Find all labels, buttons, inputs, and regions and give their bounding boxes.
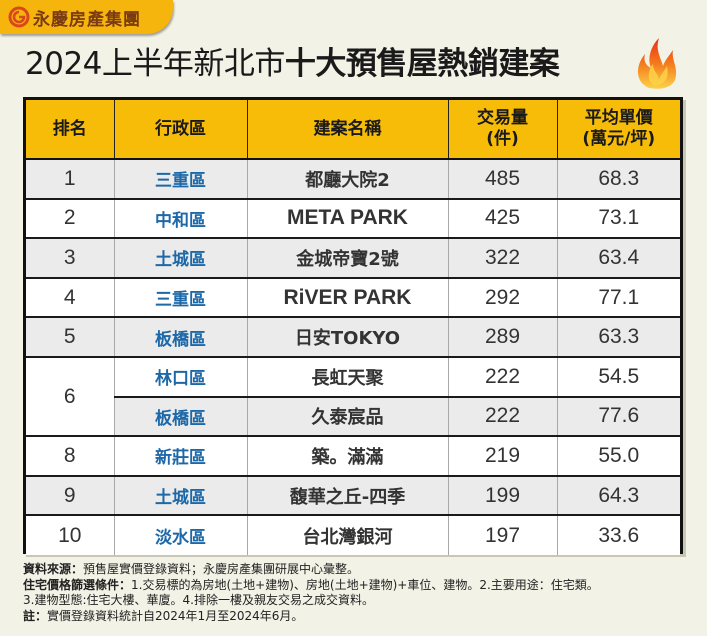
district-cell: 板橋區 bbox=[113, 395, 248, 437]
volume-cell: 199 bbox=[447, 474, 558, 516]
price-cell: 33.6 bbox=[556, 514, 680, 555]
col-header-project: 建案名稱 bbox=[246, 100, 449, 160]
page-title: 2024上半年新北市十大預售屋熱銷建案 bbox=[25, 42, 560, 86]
table-row: 4 三重區 RiVER PARK 292 77.1 bbox=[26, 276, 680, 318]
volume-cell: 219 bbox=[447, 435, 558, 476]
volume-cell: 322 bbox=[447, 237, 558, 278]
district-cell: 三重區 bbox=[113, 276, 248, 318]
rank-cell: 9 bbox=[26, 474, 115, 516]
price-cell: 55.0 bbox=[556, 435, 680, 476]
volume-cell: 289 bbox=[447, 316, 558, 357]
col-header-rank: 排名 bbox=[26, 100, 115, 160]
table-row: 2 中和區 META PARK 425 73.1 bbox=[26, 197, 680, 239]
table-row: 10 淡水區 台北灣銀河 197 33.6 bbox=[26, 514, 680, 555]
price-cell: 64.3 bbox=[556, 474, 680, 516]
price-cell: 68.3 bbox=[556, 159, 680, 199]
title-prefix: 2024上半年新北市 bbox=[25, 46, 285, 82]
brand-name: 永慶房產集團 bbox=[33, 9, 141, 30]
price-cell: 54.5 bbox=[556, 355, 680, 397]
table-row: 9 土城區 馥華之丘-四季 199 64.3 bbox=[26, 474, 680, 516]
price-cell: 63.3 bbox=[556, 316, 680, 357]
project-cell: RiVER PARK bbox=[246, 276, 449, 318]
note-period: 註：實價登錄資料統計自2024年1月至2024年6月。 bbox=[23, 608, 304, 623]
table-row: 板橋區 久泰宸品 222 77.6 bbox=[26, 395, 680, 437]
ranking-table: 排名 行政區 建案名稱 交易量 (件) 平均單價 (萬元/坪) 1 三重區 都廳… bbox=[23, 97, 683, 555]
rank-cell: 10 bbox=[26, 514, 115, 555]
table-row: 6 林口區 長虹天聚 222 54.5 bbox=[26, 355, 680, 437]
rank-cell: 3 bbox=[26, 237, 115, 278]
project-cell: META PARK bbox=[246, 197, 449, 239]
district-cell: 土城區 bbox=[113, 237, 248, 278]
brand-logo-icon bbox=[8, 6, 30, 28]
table-row: 1 三重區 都廳大院2 485 68.3 bbox=[26, 159, 680, 199]
price-cell: 73.1 bbox=[556, 197, 680, 239]
project-cell: 馥華之丘-四季 bbox=[246, 474, 449, 516]
flame-icon bbox=[637, 38, 677, 89]
district-cell: 淡水區 bbox=[113, 514, 248, 555]
table-header-row: 排名 行政區 建案名稱 交易量 (件) 平均單價 (萬元/坪) bbox=[26, 100, 680, 160]
volume-cell: 197 bbox=[447, 514, 558, 555]
brand-banner: 永慶房產集團 bbox=[0, 0, 173, 34]
volume-cell: 222 bbox=[447, 395, 558, 437]
title-emphasis: 十大預售屋熱銷建案 bbox=[284, 46, 560, 82]
note-source: 資料來源：預售屋實價登錄資料；永慶房產集團研展中心彙整。 bbox=[23, 562, 360, 576]
volume-cell: 222 bbox=[447, 355, 558, 397]
project-cell: 台北灣銀河 bbox=[246, 514, 449, 555]
rank-cell: 8 bbox=[26, 435, 115, 476]
rank-cell: 4 bbox=[26, 276, 115, 318]
table-row: 5 板橋區 日安TOKYO 289 63.3 bbox=[26, 316, 680, 357]
footnotes: 資料來源：預售屋實價登錄資料；永慶房產集團研展中心彙整。 住宅價格篩選條件：1.… bbox=[23, 562, 599, 624]
district-cell: 林口區 bbox=[113, 355, 248, 397]
volume-cell: 425 bbox=[447, 197, 558, 239]
table-row: 3 土城區 金城帝寶2號 322 63.4 bbox=[26, 237, 680, 278]
project-cell: 金城帝寶2號 bbox=[246, 237, 449, 278]
price-cell: 77.1 bbox=[556, 276, 680, 318]
note-filter-cont: 3.建物型態:住宅大樓、華廈。4.排除一樓及親友交易之成交資料。 bbox=[23, 593, 374, 607]
project-cell: 築。滿滿 bbox=[246, 435, 449, 476]
volume-cell: 292 bbox=[447, 276, 558, 318]
rank-cell: 5 bbox=[26, 316, 115, 357]
rank-cell: 6 bbox=[26, 355, 115, 437]
col-header-price: 平均單價 (萬元/坪) bbox=[556, 100, 680, 160]
price-cell: 77.6 bbox=[556, 395, 680, 437]
col-header-volume: 交易量 (件) bbox=[447, 100, 558, 160]
district-cell: 新莊區 bbox=[113, 435, 248, 476]
project-cell: 長虹天聚 bbox=[246, 355, 449, 397]
volume-cell: 485 bbox=[447, 159, 558, 199]
district-cell: 三重區 bbox=[113, 159, 248, 199]
rank-cell: 2 bbox=[26, 197, 115, 239]
project-cell: 久泰宸品 bbox=[246, 395, 449, 437]
table-row: 8 新莊區 築。滿滿 219 55.0 bbox=[26, 435, 680, 476]
rank-cell: 1 bbox=[26, 159, 115, 199]
district-cell: 板橋區 bbox=[113, 316, 248, 357]
project-cell: 日安TOKYO bbox=[246, 316, 449, 357]
project-cell: 都廳大院2 bbox=[246, 159, 449, 199]
district-cell: 土城區 bbox=[113, 474, 248, 516]
price-cell: 63.4 bbox=[556, 237, 680, 278]
col-header-district: 行政區 bbox=[113, 100, 248, 160]
note-filter: 住宅價格篩選條件：1.交易標的為房地(土地+建物)、房地(土地+建物)+車位、建… bbox=[23, 577, 599, 592]
district-cell: 中和區 bbox=[113, 197, 248, 239]
